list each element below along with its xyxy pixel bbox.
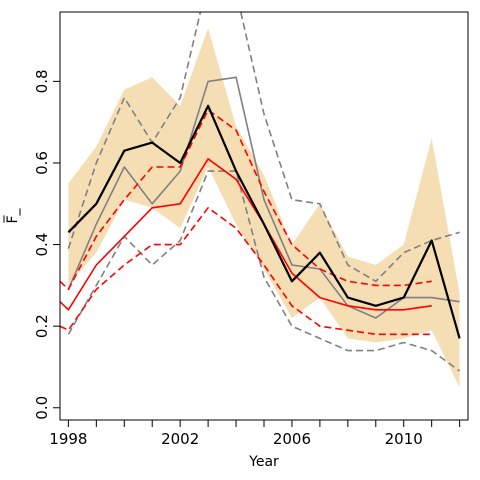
series-line-2 <box>67 76 460 319</box>
y-tick-label-0: 0.0 <box>33 396 51 420</box>
x-tick-label-1998: 1998 <box>49 430 87 448</box>
confidence-band <box>68 28 460 388</box>
y-tick-label-3: 0.6 <box>33 151 51 175</box>
series-line-6 <box>60 109 432 291</box>
y-tick-label-2: 0.4 <box>33 233 51 257</box>
series-line-5 <box>60 158 432 311</box>
x-axis: 1998 2002 2006 2010 <box>49 420 461 448</box>
y-axis-title: F̅_ <box>3 207 21 223</box>
series-line-3 <box>67 12 460 283</box>
y-tick-label-1: 0.2 <box>33 314 51 338</box>
series-layer <box>60 12 461 372</box>
series-line-1 <box>67 104 461 339</box>
x-axis-title: Year <box>248 454 279 470</box>
x-tick-label-2002: 2002 <box>161 430 199 448</box>
x-tick-label-2006: 2006 <box>273 430 311 448</box>
x-tick-label-2010: 2010 <box>385 430 423 448</box>
y-axis: 0.0 0.2 0.4 0.6 0.8 <box>33 69 60 420</box>
confidence-band-layer <box>68 28 460 388</box>
series-line-7 <box>60 207 432 336</box>
y-tick-label-4: 0.8 <box>33 69 51 93</box>
series-line-4 <box>67 170 461 372</box>
